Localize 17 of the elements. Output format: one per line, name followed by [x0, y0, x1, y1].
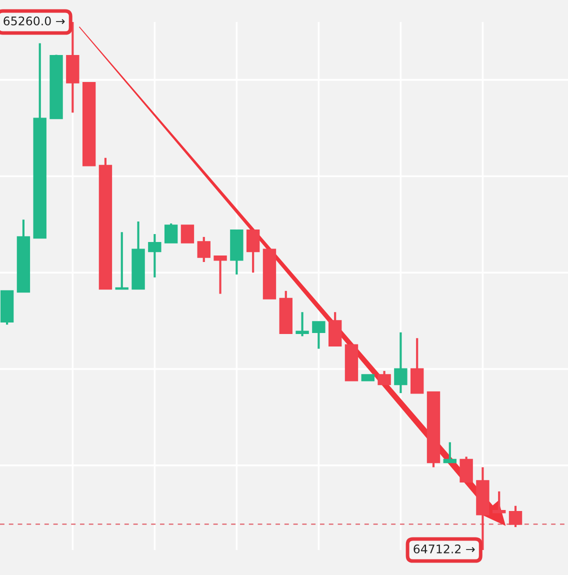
candlestick [296, 311, 309, 338]
annotation: 64712.2 → [414, 544, 475, 554]
candlestick [443, 441, 457, 464]
candlestick [214, 255, 227, 295]
candlestick [197, 236, 210, 264]
annotation: 65260.0 → [4, 16, 65, 26]
candlestick [312, 320, 326, 350]
candlestick [180, 224, 194, 244]
candlestick [148, 233, 162, 278]
candlestick [508, 504, 522, 528]
candlestick [460, 456, 473, 483]
candlestick [164, 222, 178, 244]
candlestick [378, 370, 391, 386]
candlestick [246, 229, 260, 274]
candlestick [115, 231, 128, 290]
candlestick [492, 490, 506, 514]
candlestick [394, 331, 408, 394]
